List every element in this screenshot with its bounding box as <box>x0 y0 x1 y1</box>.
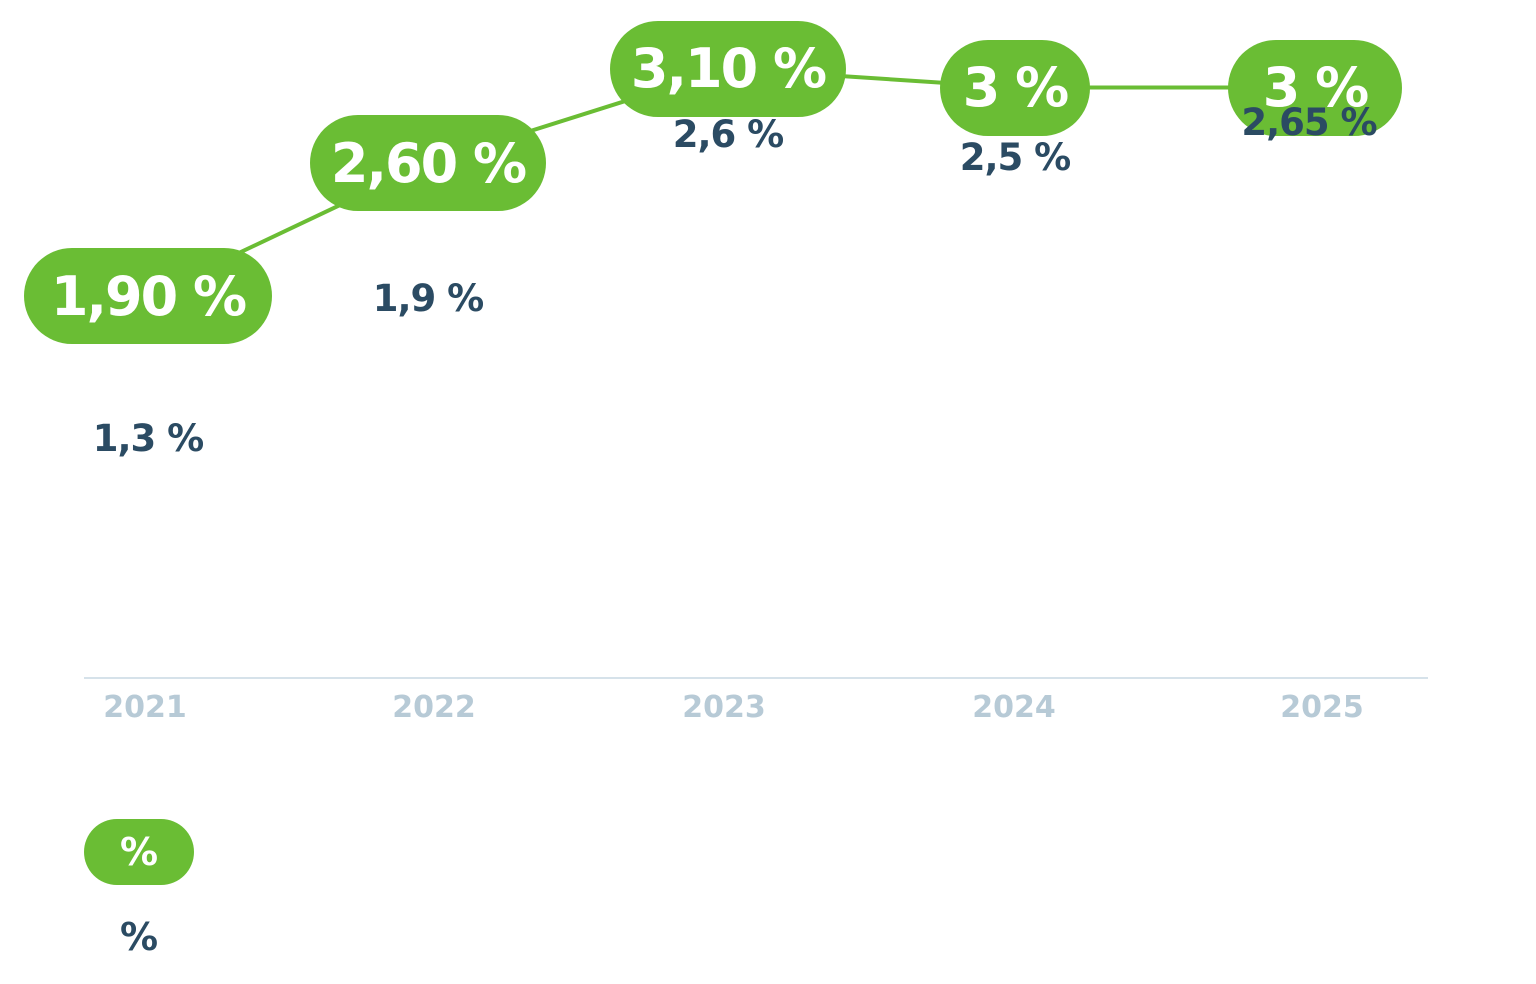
data-label-main-2025: 3 % <box>1228 39 1402 136</box>
x-tick-2022: 2022 <box>392 690 476 725</box>
legend-green-pill: % <box>84 819 194 885</box>
data-label-main-2024: 3 % <box>940 39 1090 136</box>
data-label-sub-2021: 1,3 % <box>92 417 204 460</box>
x-tick-2023: 2023 <box>682 690 766 725</box>
data-label-main-2021: 1,90 % <box>24 248 272 344</box>
data-label-main-2022: 2,60 % <box>310 115 546 212</box>
data-label-sub-2022: 1,9 % <box>372 276 484 320</box>
data-label-sub-2024: 2,5 % <box>959 136 1071 180</box>
data-label-main-2023: 3,10 % <box>610 20 846 117</box>
x-tick-2024: 2024 <box>972 690 1056 725</box>
x-axis-line <box>84 677 1428 679</box>
data-label-sub-2023: 2,6 % <box>672 112 784 156</box>
data-label-sub-2025: 2,65 % <box>1241 101 1377 145</box>
legend-navy-symbol: % <box>120 915 159 959</box>
x-tick-2025: 2025 <box>1280 690 1364 725</box>
x-tick-2021: 2021 <box>103 690 187 725</box>
